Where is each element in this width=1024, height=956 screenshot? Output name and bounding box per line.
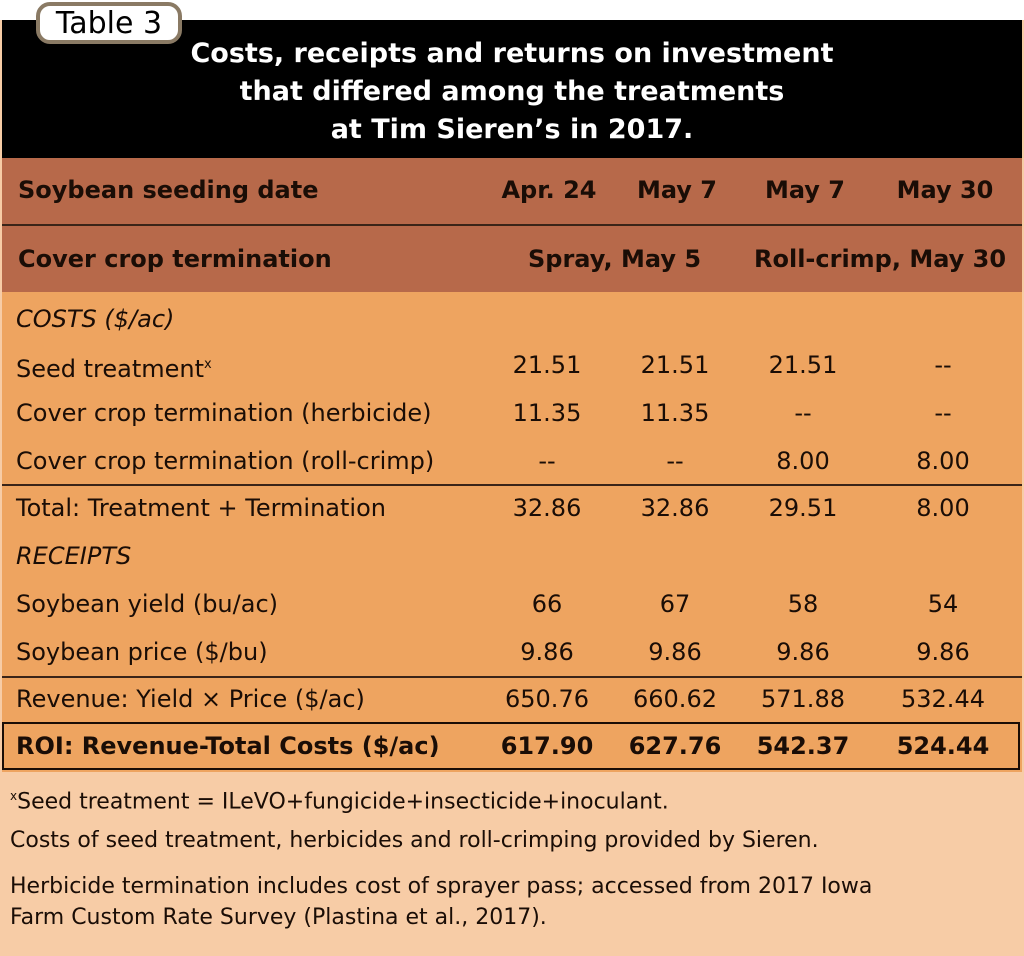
header-termination-spray: Spray, May 5 xyxy=(528,245,702,273)
footnote-seed-treatment: xSeed treatment = ILeVO+fungicide+insect… xyxy=(10,789,669,815)
table-cell: 9.86 xyxy=(520,638,574,666)
row-label-yield: Soybean yield (bu/ac) xyxy=(16,590,278,618)
table-cell: 532.44 xyxy=(901,685,985,713)
table-cell: 660.62 xyxy=(633,685,717,713)
header-date-2: May 7 xyxy=(636,176,718,204)
title-line-1: Costs, receipts and returns on investmen… xyxy=(190,38,834,69)
table-cell: 627.76 xyxy=(628,732,722,760)
table-cell: 21.51 xyxy=(768,351,838,379)
table-cell: -- xyxy=(934,399,952,427)
table-cell: -- xyxy=(934,351,952,379)
header-row-termination: Cover crop termination Spray, May 5 Roll… xyxy=(2,226,1022,292)
table-cell: 21.51 xyxy=(640,351,710,379)
row-label-price: Soybean price ($/bu) xyxy=(16,638,268,666)
title-line-3: at Tim Sieren’s in 2017. xyxy=(330,114,694,145)
header-date-1: Apr. 24 xyxy=(501,176,597,204)
row-label-roi: ROI: Revenue-Total Costs ($/ac) xyxy=(16,732,440,760)
table-cell: -- xyxy=(666,447,684,475)
header-termination-label: Cover crop termination xyxy=(18,245,332,273)
footnote-herbicide-line-1: Herbicide termination includes cost of s… xyxy=(10,874,873,899)
row-label-revenue: Revenue: Yield × Price ($/ac) xyxy=(16,685,365,713)
table-number: Table 3 xyxy=(55,5,163,41)
table-cell: 8.00 xyxy=(916,494,970,522)
table-cell: 58 xyxy=(787,590,819,618)
table-cell: 32.86 xyxy=(640,494,710,522)
table-cell: 11.35 xyxy=(640,399,710,427)
table-cell: 21.51 xyxy=(512,351,582,379)
table-cell: 571.88 xyxy=(761,685,845,713)
table-cell: 524.44 xyxy=(896,732,990,760)
section-receipts: RECEIPTS xyxy=(16,542,132,570)
header-seeding-label: Soybean seeding date xyxy=(18,176,319,204)
table-cell: 66 xyxy=(531,590,563,618)
title-line-2: that differed among the treatments xyxy=(239,76,785,107)
row-label-seed-treatment: Seed treatmentx xyxy=(16,355,212,383)
table-cell: 8.00 xyxy=(916,447,970,475)
table-cell: 9.86 xyxy=(916,638,970,666)
table-cell: 11.35 xyxy=(512,399,582,427)
table-body xyxy=(2,292,1022,772)
header-date-4: May 30 xyxy=(896,176,994,204)
section-costs: COSTS ($/ac) xyxy=(16,305,175,333)
table-cell: 542.37 xyxy=(756,732,850,760)
table-number-tab: Table 3 xyxy=(36,2,182,44)
footnote-herbicide-line-2: Farm Custom Rate Survey (Plastina et al.… xyxy=(10,905,547,930)
table-cell: 9.86 xyxy=(776,638,830,666)
roi-row-box xyxy=(2,722,1020,770)
table-cell: 54 xyxy=(927,590,959,618)
header-row-seeding-date: Soybean seeding date Apr. 24 May 7 May 7… xyxy=(2,158,1022,226)
table-cell: 67 xyxy=(659,590,691,618)
row-label-herbicide: Cover crop termination (herbicide) xyxy=(16,399,432,427)
table-cell: -- xyxy=(794,399,812,427)
footnote-costs-source: Costs of seed treatment, herbicides and … xyxy=(10,828,819,853)
header-termination-roll-crimp: Roll-crimp, May 30 xyxy=(754,245,1007,273)
row-label-roll-crimp: Cover crop termination (roll-crimp) xyxy=(16,447,435,475)
divider xyxy=(2,676,1022,678)
table-cell: 29.51 xyxy=(768,494,838,522)
header-date-3: May 7 xyxy=(764,176,846,204)
table-cell: 8.00 xyxy=(776,447,830,475)
table-cell: 617.90 xyxy=(500,732,594,760)
table-cell: -- xyxy=(538,447,556,475)
table-cell: 32.86 xyxy=(512,494,582,522)
row-label-total: Total: Treatment + Termination xyxy=(16,494,386,522)
table-cell: 650.76 xyxy=(505,685,589,713)
table-cell: 9.86 xyxy=(648,638,702,666)
divider xyxy=(2,484,1022,486)
